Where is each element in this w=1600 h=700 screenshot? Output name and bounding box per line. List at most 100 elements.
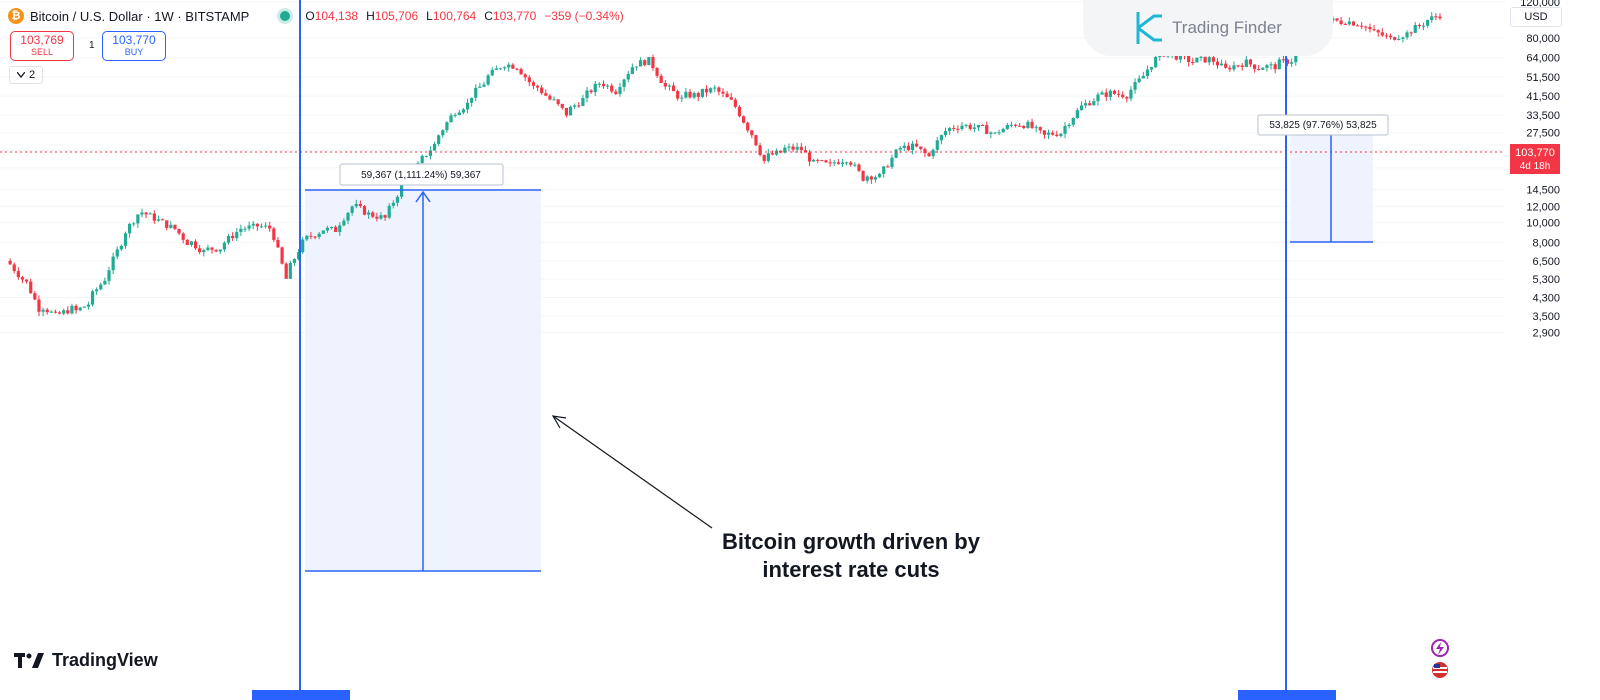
candle-body xyxy=(1026,121,1030,129)
candle-body xyxy=(103,280,107,285)
candle-body xyxy=(1079,105,1084,111)
candle-body xyxy=(527,77,531,83)
candle-body xyxy=(816,159,820,161)
candle-body xyxy=(1154,56,1158,68)
close-label: C xyxy=(484,9,493,23)
candle-body xyxy=(1388,35,1393,38)
price-axis-tick: 51,500 xyxy=(1526,72,1560,84)
candle-body xyxy=(663,82,667,87)
candle-body xyxy=(869,176,873,180)
candle-body xyxy=(78,307,82,311)
candle-body xyxy=(935,140,939,150)
candle-body xyxy=(717,87,721,92)
candle-body xyxy=(53,311,58,313)
candle-body xyxy=(1112,90,1117,94)
candle-body xyxy=(1347,21,1351,25)
open-label: O xyxy=(305,9,315,23)
candle-body xyxy=(198,248,202,253)
candle-body xyxy=(610,85,614,92)
candle-body xyxy=(1252,64,1257,69)
candle-body xyxy=(1149,67,1154,70)
candle-body xyxy=(313,236,317,238)
price-axis-tick: 2,900 xyxy=(1532,328,1560,340)
candle-body xyxy=(243,228,247,230)
candle-body xyxy=(585,90,589,99)
buy-price: 103,770 xyxy=(112,33,156,47)
price-axis[interactable]: 220,000180,000150,000120,00080,00064,000… xyxy=(1520,0,1560,340)
candle-body xyxy=(890,157,894,168)
candle-body xyxy=(239,228,243,232)
candle-body xyxy=(494,68,498,70)
candle-body xyxy=(713,87,717,89)
candle-body xyxy=(1265,65,1269,68)
candle-body xyxy=(461,109,465,113)
price-axis-tick: 4,300 xyxy=(1532,293,1560,305)
candle-body xyxy=(927,153,931,157)
measure-tool-1[interactable] xyxy=(305,189,541,572)
price-axis-tick: 5,300 xyxy=(1532,274,1560,286)
candle-body xyxy=(1257,68,1261,70)
measure-label-2-box xyxy=(1257,114,1389,136)
candle-body xyxy=(424,155,428,157)
annotation-arrow[interactable] xyxy=(551,415,713,529)
flag-icon[interactable] xyxy=(1432,662,1448,678)
open-value: 104,138 xyxy=(314,9,359,23)
candle-body xyxy=(1244,59,1248,67)
candle-body xyxy=(1133,82,1137,90)
candle-body xyxy=(882,166,886,174)
candle-body xyxy=(1195,57,1199,63)
candle-body xyxy=(1108,90,1112,97)
chart-annotation[interactable]: Bitcoin growth driven by interest rate c… xyxy=(706,528,996,584)
candle-body xyxy=(1224,63,1228,68)
candle-body xyxy=(317,233,321,237)
candle-body xyxy=(704,88,709,93)
marker-2-time-label xyxy=(1238,690,1336,700)
high-label: H xyxy=(366,9,375,23)
candle-body xyxy=(836,162,840,164)
candle-body xyxy=(305,235,309,240)
candle-body xyxy=(593,83,597,93)
currency-selector[interactable]: USD xyxy=(1510,7,1562,27)
candle-body xyxy=(1417,24,1421,26)
candle-body xyxy=(1355,25,1360,27)
candle-body xyxy=(1269,64,1273,66)
low-value: 100,764 xyxy=(432,9,477,23)
price-axis-tick: 33,500 xyxy=(1526,110,1560,122)
candle-body xyxy=(1211,57,1215,62)
lightning-icon[interactable] xyxy=(1431,639,1449,657)
candle-body xyxy=(74,305,78,311)
candle-body xyxy=(956,128,960,130)
candle-body xyxy=(321,230,325,234)
tradingview-logo[interactable]: TradingView xyxy=(14,650,158,671)
price-axis-tick: 27,500 xyxy=(1526,128,1560,140)
marker-1-time-label xyxy=(252,690,350,700)
chevron-down-icon xyxy=(16,72,25,78)
indicators-toggle[interactable]: 2 xyxy=(9,66,43,84)
candle-body xyxy=(1281,59,1286,61)
candle-body xyxy=(643,60,647,66)
candle-body xyxy=(923,148,927,154)
sell-button[interactable]: 103,769 SELL xyxy=(10,31,74,61)
candle-body xyxy=(41,309,45,312)
buy-button[interactable]: 103,770 BUY xyxy=(102,31,166,61)
candle-body xyxy=(651,57,655,69)
price-axis-tick: 6,500 xyxy=(1532,256,1560,268)
candle-body xyxy=(428,150,433,156)
candle-body xyxy=(507,64,511,68)
candle-body xyxy=(1368,26,1372,30)
candle-body xyxy=(849,162,853,165)
candle-body xyxy=(1125,97,1129,99)
candle-body xyxy=(548,95,552,100)
candle-body xyxy=(886,166,890,168)
candle-body xyxy=(626,73,630,80)
candle-body xyxy=(128,223,132,234)
candle-body xyxy=(86,304,91,307)
candle-body xyxy=(1335,18,1339,21)
candle-body xyxy=(544,93,548,96)
symbol-title[interactable]: Bitcoin / U.S. Dollar · 1W · BITSTAMP xyxy=(30,8,250,24)
candle-body xyxy=(49,311,53,313)
candle-body xyxy=(16,271,20,278)
candle-body xyxy=(329,226,334,228)
candle-body xyxy=(231,236,235,239)
